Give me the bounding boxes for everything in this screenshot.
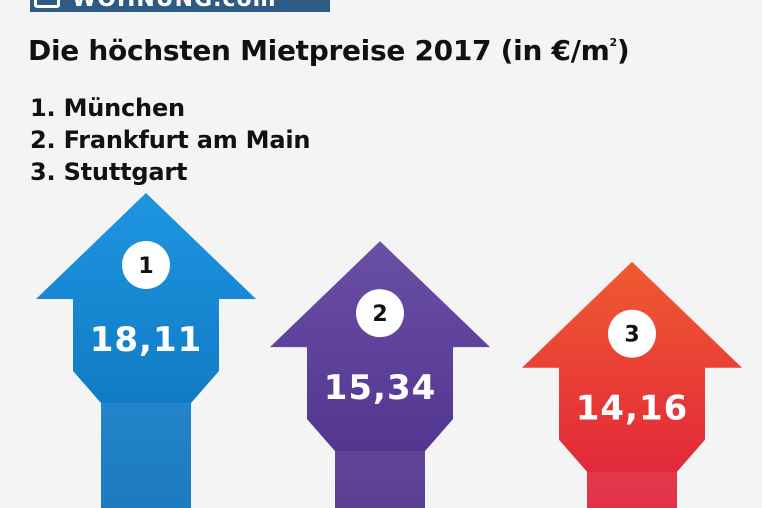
title-text: Die höchsten Mietpreise 2017 (in €/m bbox=[28, 34, 610, 67]
logo-icon bbox=[34, 0, 60, 8]
ranking-list: 1. München 2. Frankfurt am Main 3. Stutt… bbox=[30, 92, 310, 188]
rank-label-1: 1 bbox=[138, 254, 153, 279]
ranking-item-3: 3. Stuttgart bbox=[30, 158, 188, 186]
value-label-2: 15,34 bbox=[324, 368, 437, 408]
title-superscript: 2 bbox=[609, 36, 618, 49]
bar-arrow-2 bbox=[270, 241, 490, 508]
rank-badge-2 bbox=[356, 289, 404, 338]
title-suffix: ) bbox=[616, 34, 630, 67]
bar-stem-highlight-3 bbox=[587, 471, 677, 508]
bar-stem-highlight-1 bbox=[101, 403, 191, 508]
rank-label-2: 2 bbox=[372, 302, 387, 327]
brand-logo: WOHNUNG.com bbox=[30, 0, 330, 12]
ranking-item-1: 1. München bbox=[30, 94, 185, 122]
page-title: Die höchsten Mietpreise 2017 (in €/m2) bbox=[28, 34, 630, 67]
rank-label-3: 3 bbox=[624, 323, 639, 348]
bar-arrow-1 bbox=[36, 193, 256, 508]
ranking-item-2: 2. Frankfurt am Main bbox=[30, 126, 311, 154]
value-label-1: 18,11 bbox=[90, 320, 203, 360]
value-label-3: 14,16 bbox=[576, 389, 689, 429]
logo-text: WOHNUNG.com bbox=[72, 0, 277, 12]
bar-arrow-3 bbox=[522, 261, 742, 508]
rank-badge-1 bbox=[122, 241, 170, 289]
bar-stem-highlight-2 bbox=[335, 451, 425, 508]
rank-badge-3 bbox=[608, 309, 656, 358]
